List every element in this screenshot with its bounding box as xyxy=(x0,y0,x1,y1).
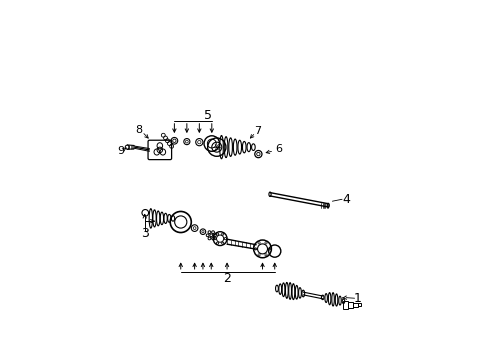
Text: 3: 3 xyxy=(141,226,148,240)
Text: 1: 1 xyxy=(353,292,361,305)
Bar xyxy=(353,302,357,307)
Text: 9: 9 xyxy=(117,146,124,156)
Bar xyxy=(343,301,348,309)
Text: 7: 7 xyxy=(253,126,261,135)
Text: 6: 6 xyxy=(274,144,281,153)
Text: 5: 5 xyxy=(203,109,211,122)
Text: 8: 8 xyxy=(135,125,142,135)
Text: 2: 2 xyxy=(223,272,230,285)
Text: 4: 4 xyxy=(342,193,349,206)
Bar xyxy=(348,302,353,308)
Bar xyxy=(357,303,360,306)
